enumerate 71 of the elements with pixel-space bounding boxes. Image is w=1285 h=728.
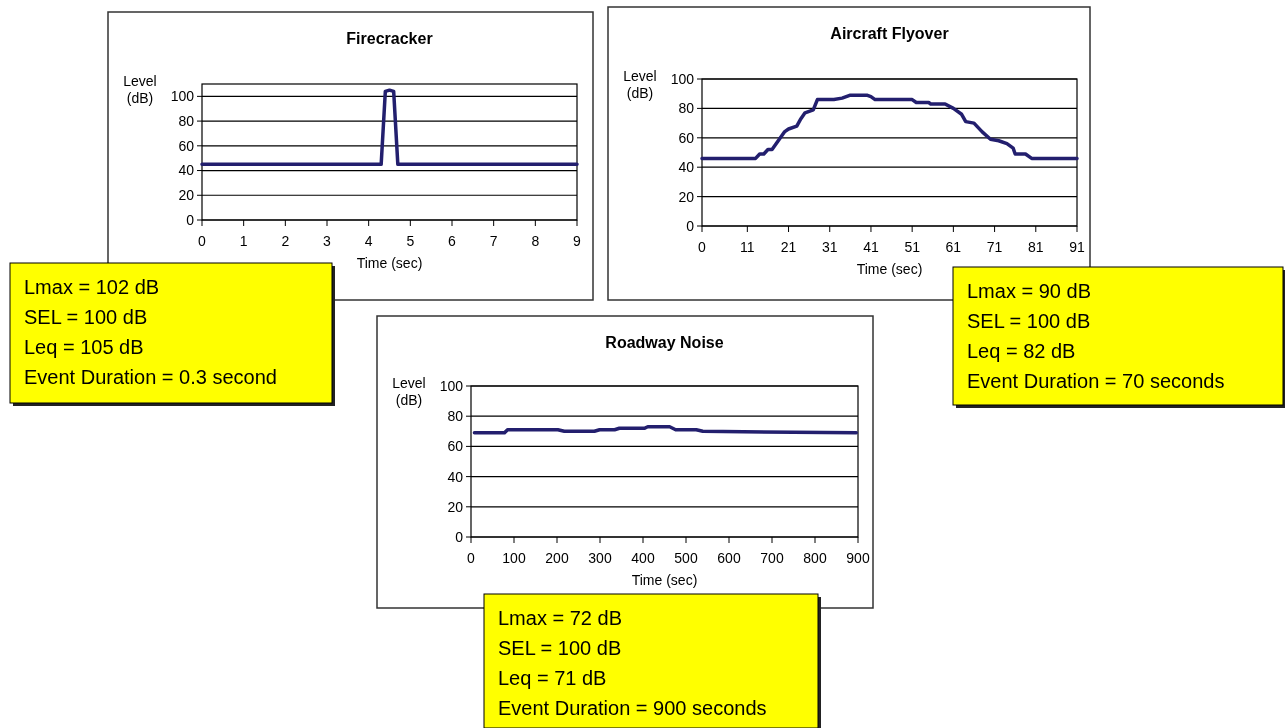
text: Event Duration = 900 seconds <box>498 697 767 719</box>
y-tick-label: 0 <box>686 217 695 234</box>
y-axis-title: Level (dB) <box>123 73 157 106</box>
text: Event Duration = 70 seconds <box>967 370 1225 392</box>
y-axis-title: Level (dB) <box>392 375 426 408</box>
y-tick-label: 100 <box>170 88 195 105</box>
y-tick-label: 60 <box>178 137 195 154</box>
y-tick-label: 0 <box>186 211 195 228</box>
text: Leq = 105 dB <box>24 336 144 358</box>
x-tick-label: 600 <box>717 550 741 566</box>
x-tick-label: 5 <box>406 233 415 249</box>
x-tick-label: 0 <box>467 550 476 566</box>
y-tick-label: 80 <box>178 112 195 129</box>
x-tick-label: 500 <box>674 550 698 566</box>
x-tick-label: 1 <box>239 233 248 249</box>
x-tick-label: 300 <box>588 550 612 566</box>
y-tick-label: 100 <box>439 377 464 394</box>
y-tick-label: 0 <box>455 528 464 545</box>
chart-title: Aircraft Flyover <box>830 25 949 42</box>
x-axis-title: Time (sec) <box>356 255 423 271</box>
y-tick-label: 60 <box>678 129 695 146</box>
text: Lmax = 90 dB <box>967 280 1091 302</box>
x-tick-label: 100 <box>502 550 526 566</box>
x-tick-label: 2 <box>281 233 290 249</box>
x-tick-label: 21 <box>780 239 797 255</box>
x-tick-label: 9 <box>573 233 582 249</box>
x-tick-label: 200 <box>545 550 569 566</box>
y-tick-label: 20 <box>447 498 464 515</box>
x-tick-label: 71 <box>986 239 1003 255</box>
y-tick-label: 60 <box>447 438 464 455</box>
x-tick-label: 8 <box>531 233 540 249</box>
x-tick-label: 11 <box>740 239 755 255</box>
x-tick-label: 4 <box>364 233 373 249</box>
x-tick-label: 31 <box>821 239 838 255</box>
x-tick-label: 81 <box>1028 239 1044 255</box>
y-tick-label: 40 <box>178 162 195 179</box>
text: Event Duration = 0.3 second <box>24 366 277 388</box>
y-axis-title: Level (dB) <box>623 68 657 101</box>
text: Lmax = 72 dB <box>498 607 622 629</box>
line-series <box>472 425 859 435</box>
text: Lmax = 102 dB <box>24 276 160 298</box>
x-tick-label: 700 <box>760 550 784 566</box>
x-tick-label: 6 <box>448 233 457 249</box>
x-axis-title: Time (sec) <box>856 261 923 277</box>
x-axis-title: Time (sec) <box>631 572 698 588</box>
text: SEL = 100 dB <box>24 306 148 328</box>
y-tick-label: 20 <box>178 187 195 204</box>
chart-title: Firecracker <box>346 30 433 47</box>
x-tick-label: 41 <box>863 239 879 255</box>
text: SEL = 100 dB <box>967 310 1091 332</box>
x-tick-label: 3 <box>323 233 332 249</box>
y-tick-label: 40 <box>678 159 695 176</box>
text: Leq = 71 dB <box>498 667 607 689</box>
x-tick-label: 61 <box>945 239 962 255</box>
x-tick-label: 91 <box>1069 239 1085 255</box>
x-tick-label: 0 <box>698 239 707 255</box>
chart-title: Roadway Noise <box>605 334 724 351</box>
x-tick-label: 400 <box>631 550 655 566</box>
x-tick-label: 0 <box>198 233 207 249</box>
x-tick-label: 900 <box>846 550 870 566</box>
x-tick-label: 51 <box>904 239 921 255</box>
y-tick-label: 40 <box>447 468 464 485</box>
y-tick-label: 20 <box>678 188 695 205</box>
x-tick-label: 800 <box>803 550 827 566</box>
y-tick-label: 100 <box>670 70 695 87</box>
y-tick-label: 80 <box>678 100 695 117</box>
text: SEL = 100 dB <box>498 637 622 659</box>
text: Leq = 82 dB <box>967 340 1076 362</box>
line-series <box>700 93 1079 161</box>
y-tick-label: 80 <box>447 408 464 425</box>
x-tick-label: 7 <box>489 233 498 249</box>
